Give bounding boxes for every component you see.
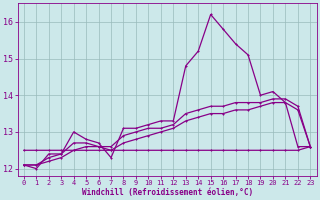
X-axis label: Windchill (Refroidissement éolien,°C): Windchill (Refroidissement éolien,°C) — [82, 188, 253, 197]
